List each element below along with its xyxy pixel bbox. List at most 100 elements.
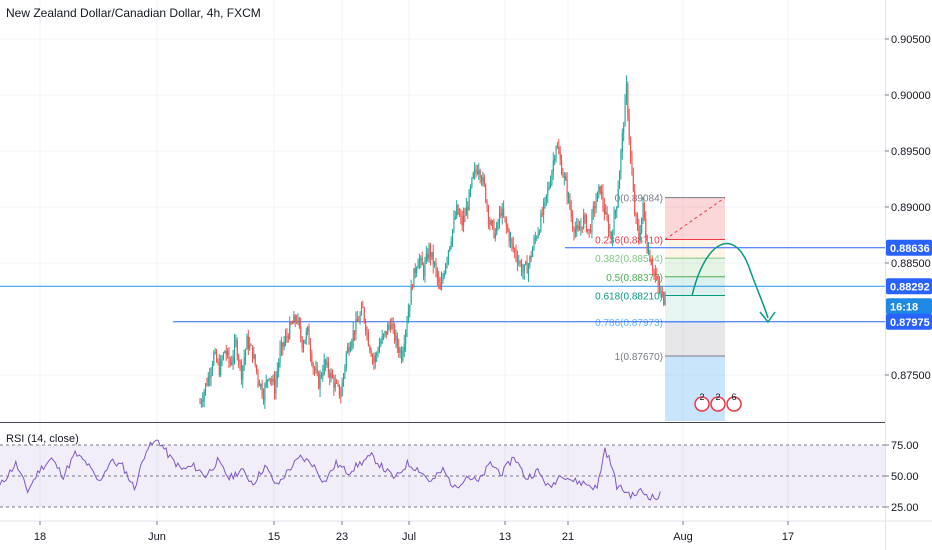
- candle-body: [391, 324, 393, 329]
- fibonacci-retracement[interactable]: 0(0.89084) 0.236(0.88710) 0.382(0.88544) 0.…: [595, 194, 726, 421]
- candle-body: [603, 205, 605, 214]
- candle-body: [650, 261, 652, 265]
- event-icon-circle: [710, 396, 726, 412]
- candle-body: [325, 359, 327, 365]
- candle-body: [550, 183, 552, 187]
- price-axis-label: 0.87500: [891, 370, 931, 382]
- fib-level-label: 0.786(0.87973): [595, 318, 663, 329]
- candle-body: [588, 228, 590, 231]
- price-axis[interactable]: 0.90500 0.90000 0.89500 0.89000 0.88500 0.875…: [885, 0, 931, 550]
- candle-body: [532, 248, 534, 257]
- candle-body: [514, 248, 516, 251]
- candle-body: [624, 98, 626, 127]
- price-axis-label: 0.88500: [891, 258, 931, 270]
- candle-body: [329, 372, 331, 378]
- time-axis[interactable]: 18 Jun 15 23 Jul 13 21 Aug 17: [0, 520, 932, 543]
- candle-body: [645, 218, 647, 238]
- candle-body: [322, 373, 324, 377]
- candle-body: [606, 212, 608, 220]
- candle-body: [298, 318, 300, 326]
- candle-body: [538, 231, 541, 233]
- rsi-title: RSI (14, close): [6, 433, 79, 445]
- candle-body: [452, 229, 454, 242]
- candle-body: [461, 216, 463, 226]
- candle-body: [359, 314, 361, 322]
- rsi-panel: [0, 439, 885, 508]
- time-axis-label: Jun: [148, 531, 166, 543]
- candle-body: [656, 276, 658, 278]
- candle-body: [307, 327, 309, 332]
- candle-body: [349, 346, 352, 352]
- candle-body: [511, 238, 513, 244]
- candle-body: [238, 357, 240, 363]
- candle-body: [227, 350, 229, 355]
- candle-body: [434, 262, 436, 265]
- candle-body: [412, 285, 414, 288]
- candle-body: [628, 116, 630, 139]
- candle-body: [585, 215, 587, 232]
- candle-body: [356, 319, 358, 322]
- candle-body: [363, 307, 365, 322]
- projection-arrow[interactable]: 2 2 6: [691, 242, 776, 412]
- candle-body: [507, 226, 509, 231]
- candle-body: [467, 206, 469, 211]
- candle-body: [242, 365, 244, 380]
- candle-body: [232, 356, 234, 363]
- event-icon-circle: [694, 396, 710, 412]
- candle-body: [614, 210, 616, 214]
- candle-body: [453, 218, 455, 230]
- candle-body: [400, 350, 403, 361]
- candle-body: [385, 331, 387, 335]
- candle-body: [526, 262, 528, 274]
- candle-body: [497, 222, 499, 224]
- candle-body: [231, 362, 233, 365]
- candle-body: [492, 220, 494, 223]
- candle-body: [556, 146, 559, 148]
- candle-body: [249, 344, 251, 349]
- candle-body: [537, 232, 539, 238]
- candle-body: [209, 376, 211, 378]
- candle-body: [406, 322, 408, 332]
- candle-body: [460, 215, 462, 217]
- candle-body: [276, 371, 278, 380]
- time-axis-label: Jul: [402, 531, 416, 543]
- candle-body: [314, 368, 316, 371]
- candle-body: [290, 322, 292, 324]
- candle-body: [512, 243, 514, 249]
- candle-body: [309, 344, 311, 355]
- candle-body: [274, 379, 276, 394]
- candle-body: [660, 290, 662, 292]
- candle-body: [235, 340, 237, 343]
- candle-body: [403, 343, 405, 352]
- event-icon-circle: [726, 396, 742, 412]
- candle-body: [285, 335, 287, 342]
- candle-body: [221, 358, 223, 360]
- candle-body: [341, 382, 343, 397]
- candle-body: [374, 355, 376, 363]
- candle-body: [389, 325, 392, 329]
- candle-body: [487, 206, 490, 221]
- horizontal-lines[interactable]: [0, 247, 885, 323]
- candle-body: [347, 347, 349, 353]
- candle-body: [240, 362, 242, 380]
- candle-body: [562, 174, 564, 177]
- candle-body: [301, 337, 303, 349]
- candle-body: [420, 258, 422, 260]
- candle-body: [305, 331, 307, 340]
- candle-body: [612, 234, 614, 240]
- candle-body: [360, 307, 363, 315]
- price-badges: 0.88636 0.88292 16:18 0.87975: [886, 239, 932, 330]
- candle-body: [627, 83, 629, 117]
- candle-body: [203, 391, 205, 401]
- candle-body: [456, 204, 458, 217]
- candle-body: [377, 352, 379, 354]
- candle-body: [438, 278, 440, 283]
- fib-zone: [665, 258, 725, 277]
- candle-body: [214, 351, 216, 353]
- candle-body: [246, 336, 248, 350]
- candle-body: [409, 304, 411, 311]
- candle-body: [436, 270, 438, 279]
- candle-body: [435, 262, 437, 271]
- candle-body: [616, 206, 618, 211]
